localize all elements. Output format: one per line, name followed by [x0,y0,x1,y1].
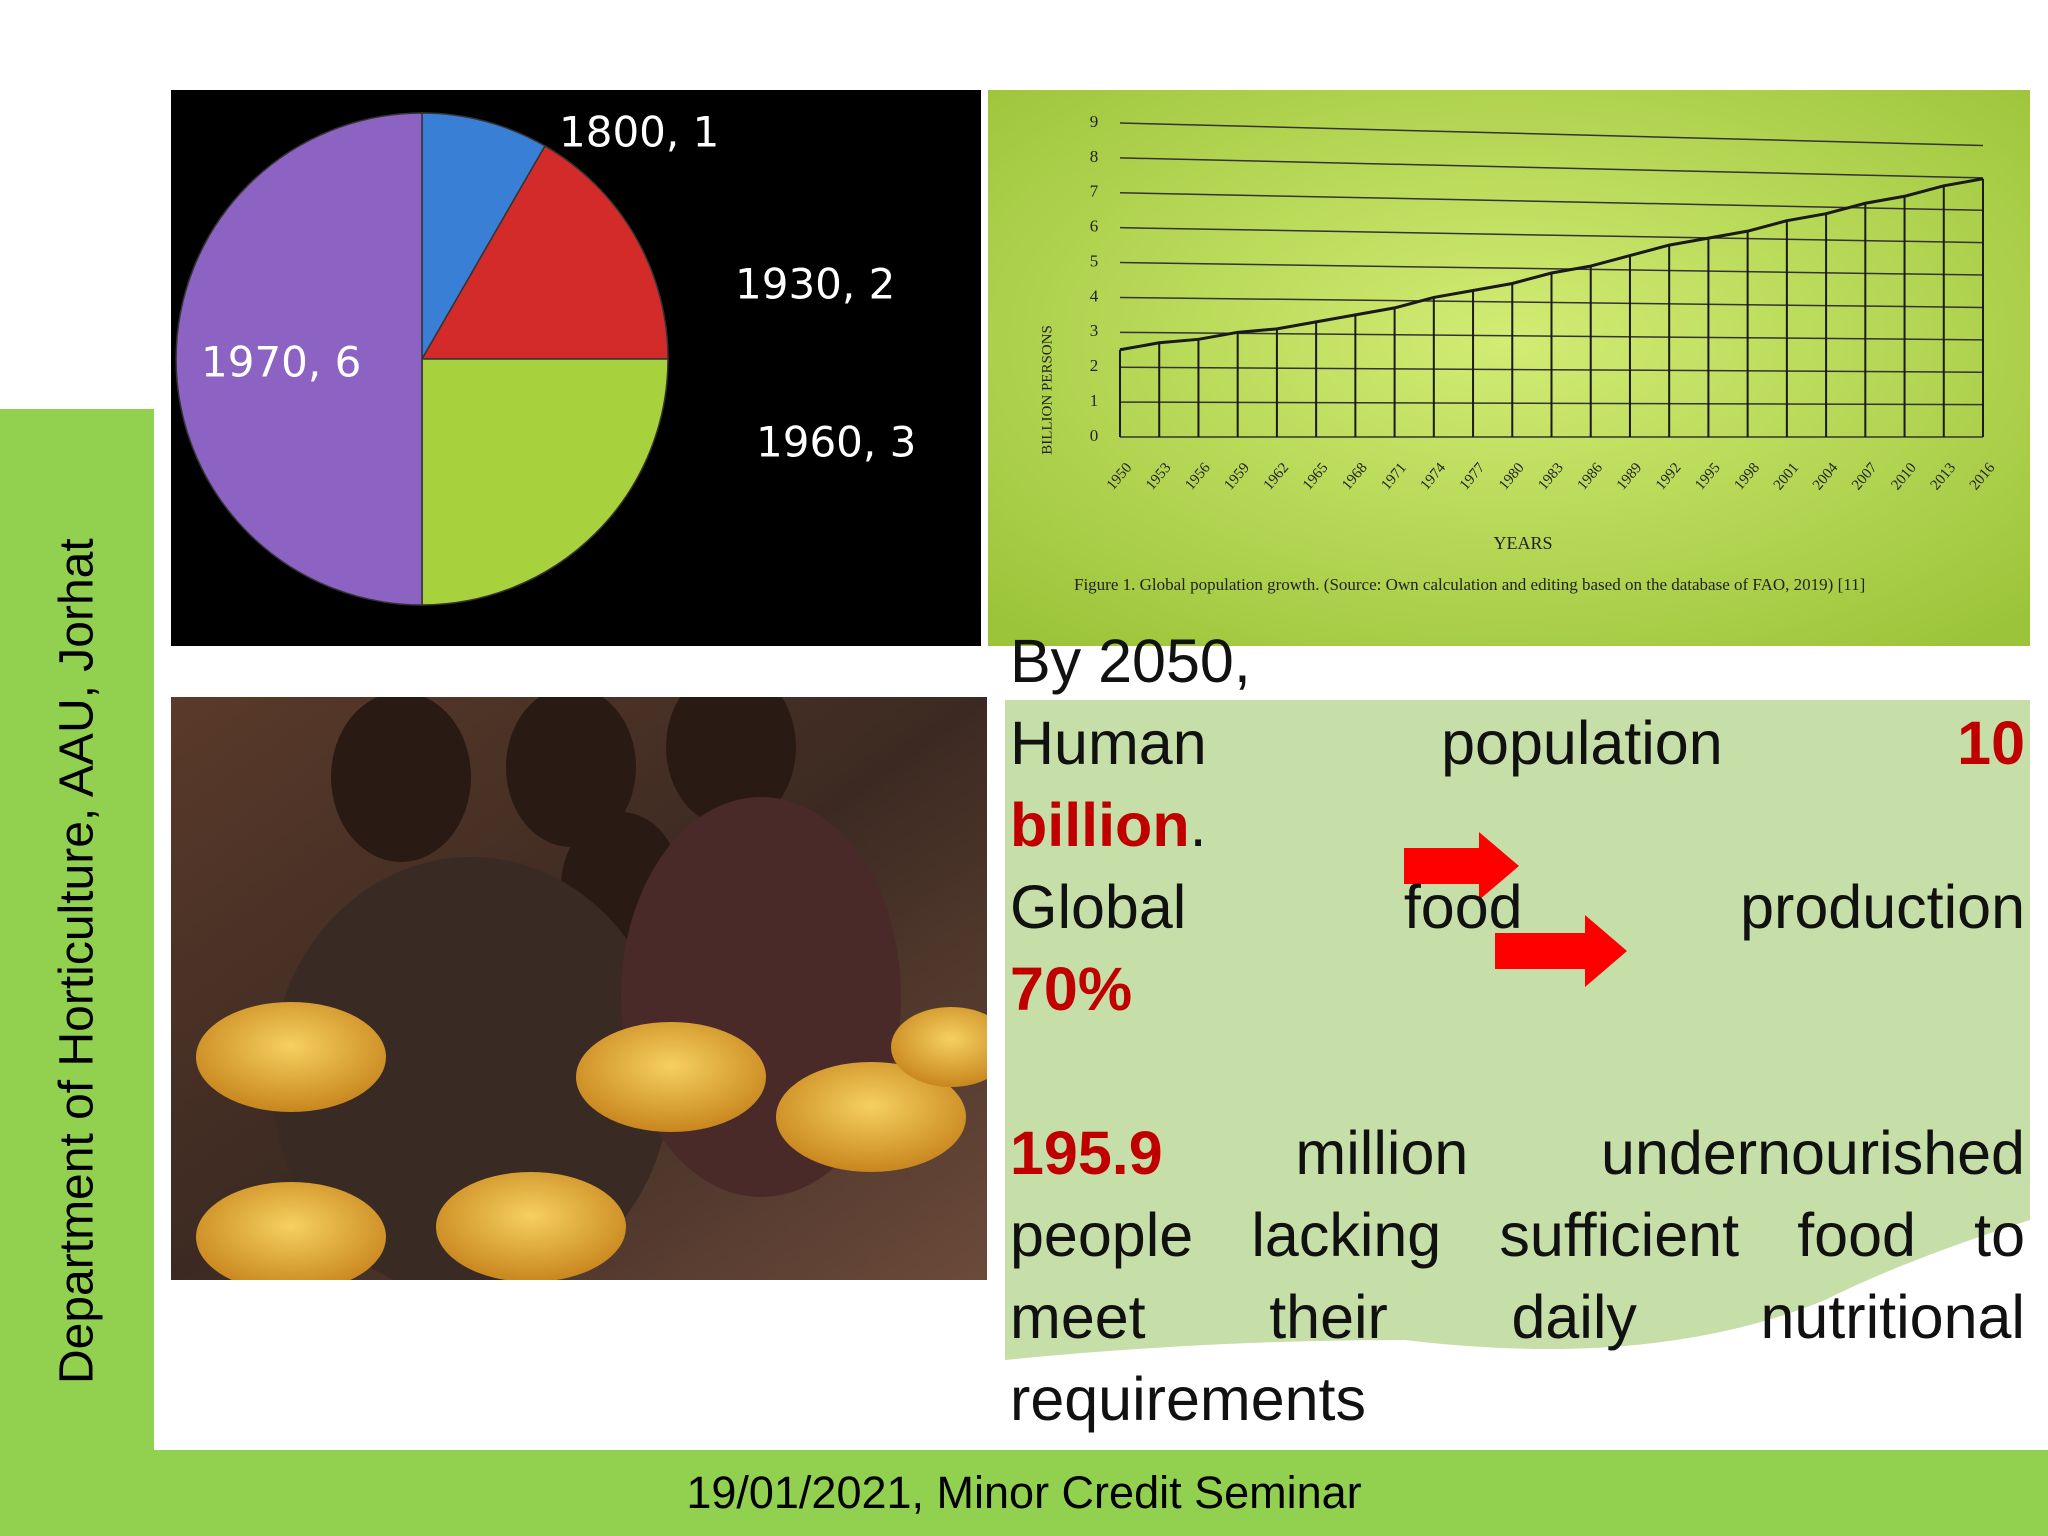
data-label: 1960, 3 [756,418,916,467]
y-tick-label: 0 [1090,426,1099,445]
photo-bowl [576,1022,766,1132]
text: . [1189,791,1207,859]
pie-slice [421,112,547,362]
text: Global [1010,873,1187,941]
text: people lacking sufficient food to [1010,1201,2025,1269]
highlight-value: 70% [1010,955,1133,1023]
text-line: meet their daily nutritional [1010,1276,2025,1358]
y-tick-label: 6 [1090,217,1099,236]
text: Human population [1010,709,1723,777]
highlight-value: 195.9 [1010,1119,1163,1187]
highlight-value: billion [1010,791,1190,859]
y-axis-label: BILLION PERSONS [1039,325,1055,455]
footer: 19/01/2021, Minor Credit Seminar [0,1450,2048,1536]
text-line: billion. [1010,784,2025,866]
figure-caption: Figure 1. Global population growth. (Sou… [1074,575,1866,594]
text-block: By 2050, Human population 10 billion. Gl… [1010,620,2025,1440]
text-line: Human population 10 [1010,702,2025,784]
photo-figure [506,697,636,847]
text-gap [1010,1030,2025,1112]
photo-bowl [196,1182,386,1280]
photo-bowl [196,1002,386,1112]
text-line: Global food production [1010,866,2025,948]
sidebar: Department of Horticulture, AAU, Jorhat [0,409,154,1450]
text-background [1005,700,2030,1360]
y-tick-label: 2 [1090,356,1099,375]
photo-bowl [776,1062,966,1172]
highlight-value: 10 [1957,709,2025,777]
pie-slice [175,112,423,606]
text: production [1740,873,2025,941]
text-line: 70% [1010,948,2025,1030]
text-line: people lacking sufficient food to [1010,1194,2025,1276]
photo-figure [666,697,796,827]
grid-line [1119,261,1984,276]
photo-bowl [436,1172,626,1280]
grid-line [1119,226,1984,244]
y-tick-label: 8 [1090,147,1099,166]
text-line: requirements [1010,1358,2025,1440]
arrow [1404,832,1519,900]
text-line: By 2050, [1010,620,2025,702]
grid-line [1119,157,1984,179]
y-tick-label: 7 [1090,182,1099,201]
data-label: 1930, 2 [735,260,895,309]
text-line: 195.9 million undernourished [1010,1112,2025,1194]
line [1119,177,1984,352]
y-tick-label: 9 [1090,112,1099,131]
caption-box: Figure 1. Global population growth. (Sou… [1074,575,1866,594]
photo-bowl [891,1007,987,1087]
text: requirements [1010,1365,1366,1433]
text-highlight [1005,700,2030,1360]
text: food [1403,873,1523,941]
x-axis-label: YEARS [1493,533,1552,553]
grid-line [1119,192,1984,212]
photo [171,697,987,1280]
photo-figure [271,857,671,1280]
data-label: 1800, 1 [559,108,719,157]
pie-slice [420,144,669,360]
y-tick-label: 5 [1090,251,1099,270]
text: By 2050, [1010,627,1251,695]
y-tick-label: 3 [1090,321,1099,340]
data-label: 1970, 6 [201,338,361,387]
arrow [1495,915,1627,987]
grid-line [1119,122,1984,147]
pie-chart: 1800, 1 1930, 2 1960, 3 1970, 6 [171,90,981,646]
sidebar-text: Department of Horticulture, AAU, Jorhat [50,538,104,1384]
photo-figure [331,697,471,862]
y-tick-label: 1 [1090,391,1099,410]
text: meet their daily nutritional [1010,1283,2025,1351]
pie-slice [421,358,669,606]
y-tick-label: 4 [1090,286,1099,305]
text: million undernourished [1295,1119,2025,1187]
